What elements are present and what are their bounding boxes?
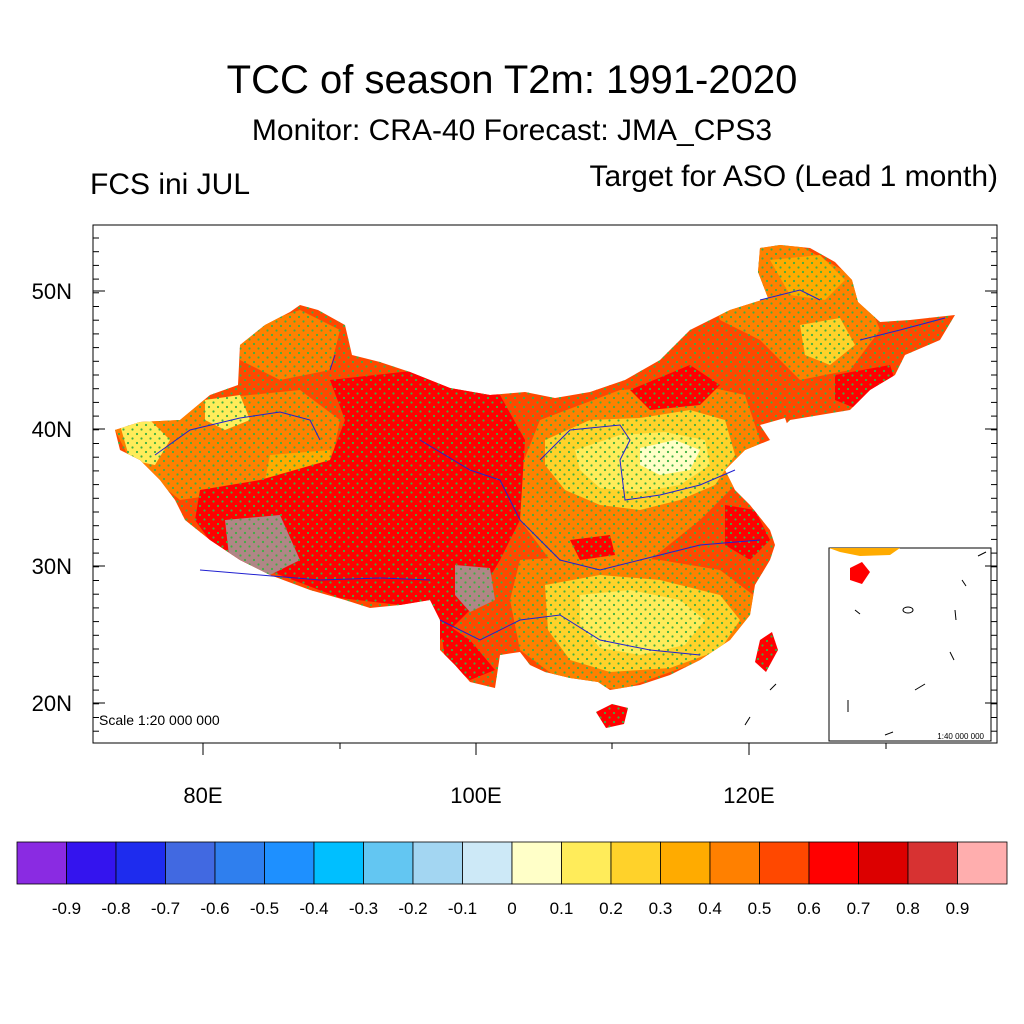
chart-title: TCC of season T2m: 1991-2020	[226, 58, 798, 102]
colorbar-label: 0.2	[599, 899, 623, 918]
colorbar-label: 0.6	[797, 899, 821, 918]
lat-label: 50N	[32, 279, 72, 304]
colorbar-label: 0.1	[550, 899, 574, 918]
colorbar-label: 0.4	[698, 899, 722, 918]
colorbar-label: -0.8	[101, 899, 130, 918]
lat-label: 30N	[32, 554, 72, 579]
colorbar-swatch	[858, 841, 909, 885]
colorbar-swatch	[214, 841, 265, 885]
colorbar-label: -0.4	[299, 899, 328, 918]
colorbar-swatch	[412, 841, 463, 885]
map-scale: Scale 1:20 000 000	[99, 712, 220, 728]
colorbar-swatch	[363, 841, 414, 885]
colorbar-swatch	[511, 841, 562, 885]
colorbar-swatch	[660, 841, 711, 885]
colorbar-swatch	[709, 841, 760, 885]
colorbar-label: -0.3	[349, 899, 378, 918]
colorbar-swatch	[16, 841, 67, 885]
colorbar-swatch	[66, 841, 117, 885]
colorbar-label: -0.9	[52, 899, 81, 918]
colorbar-label: -0.5	[250, 899, 279, 918]
colorbar-swatch	[759, 841, 810, 885]
chart-subtitle: Monitor: CRA-40 Forecast: JMA_CPS3	[251, 114, 773, 147]
lon-label: 100E	[450, 783, 501, 808]
colorbar-label: 0.8	[896, 899, 920, 918]
rivers	[154, 289, 946, 656]
colorbar-swatch	[610, 841, 661, 885]
lon-label: 120E	[723, 783, 774, 808]
colorbar-swatch	[907, 841, 958, 885]
colorbar-label: 0.3	[649, 899, 673, 918]
lat-label: 40N	[32, 417, 72, 442]
colorbar-swatch	[313, 841, 364, 885]
colorbar-swatch	[561, 841, 612, 885]
colorbar: -0.9 -0.8 -0.7 -0.6 -0.5 -0.4 -0.3 -0.2 -0.1 0 0.1…	[16, 841, 1008, 918]
colorbar-label: -0.7	[151, 899, 180, 918]
colorbar-label: -0.2	[398, 899, 427, 918]
colorbar-label: 0.9	[946, 899, 970, 918]
lon-label: 80E	[183, 783, 222, 808]
colorbar-swatch	[808, 841, 859, 885]
colorbar-label: -0.1	[448, 899, 477, 918]
target-label: Target for ASO (Lead 1 month)	[589, 160, 998, 193]
colorbar-swatch	[165, 841, 216, 885]
colorbar-label: 0.5	[748, 899, 772, 918]
colorbar-label: 0	[507, 899, 516, 918]
south-china-sea-inset: 1:40 000 000	[828, 547, 992, 742]
colorbar-swatch	[264, 841, 315, 885]
init-label: FCS ini JUL	[90, 168, 251, 201]
colorbar-label: -0.6	[200, 899, 229, 918]
colorbar-label: 0.7	[847, 899, 871, 918]
inset-scale: 1:40 000 000	[937, 732, 984, 741]
lat-label: 20N	[32, 691, 72, 716]
colorbar-swatch	[957, 841, 1008, 885]
colorbar-swatch	[462, 841, 513, 885]
colorbar-swatch	[115, 841, 166, 885]
